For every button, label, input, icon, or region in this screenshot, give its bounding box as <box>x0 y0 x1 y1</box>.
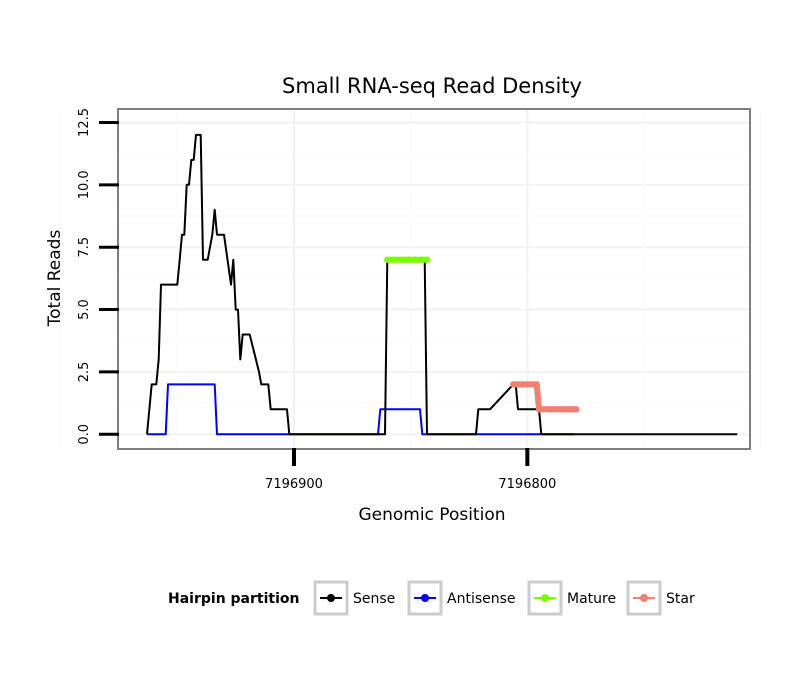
y-tick-label-0: 0.0 <box>77 424 92 445</box>
legend-label-antisense: Antisense <box>447 591 516 607</box>
plot-panel <box>117 108 751 450</box>
data-point-star-4 <box>528 381 536 388</box>
x-tick-label-0: 7196900 <box>265 477 323 492</box>
data-point-star-8 <box>552 406 559 413</box>
data-point-star-5 <box>533 381 540 388</box>
x-axis-title: Genomic Position <box>358 505 505 525</box>
y-tick-label-5: 12.5 <box>77 108 92 137</box>
grid <box>60 110 762 448</box>
y-axis-title: Total Reads <box>45 230 65 328</box>
data-point-mature-3 <box>405 256 412 263</box>
data-point-star-1 <box>514 381 522 388</box>
data-point-star-6 <box>535 406 543 413</box>
series-points <box>384 256 580 413</box>
legend-dot-mature <box>541 594 549 602</box>
y-tick-label-3: 7.5 <box>77 237 92 258</box>
legend-label-star: Star <box>666 591 695 607</box>
legend-dot-star <box>640 594 648 602</box>
legend-label-sense: Sense <box>353 591 395 607</box>
series-line-sense <box>146 133 738 436</box>
x-axis: 7196900 7196800 <box>265 448 556 492</box>
data-point-star-3 <box>524 381 531 388</box>
data-point-star-2 <box>519 381 526 388</box>
legend-dot-antisense <box>421 594 429 602</box>
chart-title: Small RNA-seq Read Density <box>282 74 582 98</box>
legend-dot-sense <box>327 594 335 602</box>
data-point-mature-0 <box>384 256 391 263</box>
data-point-mature-1 <box>391 256 398 263</box>
y-axis: 0.0 2.5 5.0 7.5 10.0 12.5 <box>77 108 119 445</box>
data-point-mature-4 <box>412 256 419 263</box>
data-point-mature-6 <box>423 256 431 263</box>
data-point-star-9 <box>556 406 564 413</box>
x-tick-label-1: 7196800 <box>498 477 556 492</box>
y-tick-label-1: 2.5 <box>77 362 92 383</box>
y-tick-label-2: 5.0 <box>77 299 92 320</box>
data-point-mature-2 <box>398 256 405 263</box>
legend-label-mature: Mature <box>567 591 616 607</box>
series-line-antisense <box>147 383 574 436</box>
legend: Hairpin partition Sense Antisense Mature St… <box>168 580 695 616</box>
data-point-mature-5 <box>419 256 426 263</box>
data-point-star-13 <box>573 406 580 413</box>
data-point-star-0 <box>510 381 517 388</box>
data-point-star-11 <box>566 406 573 413</box>
data-point-star-7 <box>547 406 554 413</box>
legend-title: Hairpin partition <box>168 591 299 607</box>
y-tick-label-4: 10.0 <box>77 170 92 199</box>
data-point-star-10 <box>561 406 568 413</box>
